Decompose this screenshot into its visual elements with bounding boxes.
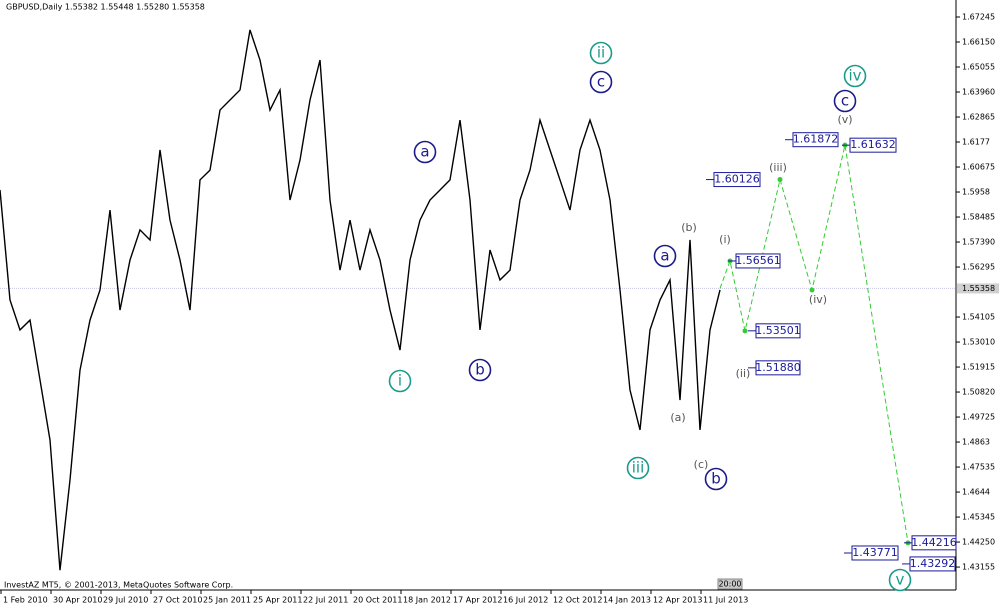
wave-label: c: [597, 73, 605, 91]
wave-label: iii: [632, 459, 645, 477]
forecast-point: [809, 287, 815, 293]
x-tick-label: 11 Jul 2013: [703, 596, 748, 605]
y-tick-label: 1.49725: [962, 413, 995, 422]
x-tick-label: 16 Jul 2012: [503, 596, 548, 605]
x-tick-label: 12 Oct 2012: [553, 596, 602, 605]
sub-wave-label: (iii): [769, 161, 787, 174]
price-label-box: [755, 323, 801, 339]
y-tick-label: 1.43155: [962, 563, 995, 572]
y-tick-label: 1.62865: [962, 113, 995, 122]
x-tick-label: 18 Jan 2012: [403, 596, 451, 605]
price-label-box: [909, 556, 956, 572]
y-tick-label: 1.58485: [962, 213, 995, 222]
sub-wave-label: (c): [694, 458, 709, 471]
y-tick-label: 1.45345: [962, 513, 995, 522]
wave-label: a: [660, 247, 669, 265]
x-tick-label: 12 Apr 2013: [653, 596, 702, 605]
x-tick-label: 29 Jul 2010: [103, 596, 148, 605]
y-tick-label: 1.4644: [962, 488, 990, 497]
current-price-box: [957, 283, 999, 294]
wave-label: v: [896, 571, 905, 589]
wave-circle: [833, 89, 857, 113]
chart-header: GBPUSD,Daily 1.55382 1.55448 1.55280 1.5…: [6, 3, 205, 12]
current-price-label: 1.55358: [962, 284, 995, 293]
wave-circle: [413, 140, 437, 164]
price-label-box: [713, 172, 761, 188]
wave-label: b: [711, 470, 721, 488]
time-box: [717, 578, 743, 590]
x-tick-label: 22 Jul 2011: [303, 596, 348, 605]
price-line: [0, 29, 721, 571]
wave-circle: [589, 70, 613, 94]
y-tick-label: 1.67245: [962, 13, 995, 22]
sub-wave-label: (i): [719, 233, 731, 246]
y-tick-label: 1.53010: [962, 338, 995, 347]
wave-label: iv: [848, 67, 861, 85]
y-tick-label: 1.51915: [962, 363, 995, 372]
price-label: 1.44216: [911, 536, 957, 549]
wave-label: i: [398, 372, 402, 390]
y-tick-label: 1.54105: [962, 313, 995, 322]
x-tick-label: 14 Jan 2013: [603, 596, 651, 605]
time-label: 20:00: [718, 580, 741, 589]
y-tick-label: 1.60675: [962, 163, 995, 172]
wave-circle: [888, 568, 912, 592]
wave-circle: [626, 456, 650, 480]
price-label: 1.53501: [755, 324, 801, 337]
y-tick-label: 1.50820: [962, 388, 995, 397]
sub-wave-label: (b): [681, 221, 697, 234]
price-label-box: [755, 360, 801, 376]
forecast-point: [742, 328, 748, 334]
price-label-box: [735, 253, 781, 269]
price-label: 1.43292: [910, 557, 956, 570]
y-tick-label: 1.5958: [962, 188, 990, 197]
copyright: InvestAZ MT5, © 2001-2013, MetaQuotes So…: [4, 581, 233, 590]
wave-label: b: [475, 361, 485, 379]
x-tick-label: 30 Apr 2010: [53, 596, 102, 605]
price-label: 1.43771: [852, 546, 898, 559]
x-tick-label: 27 Oct 2010: [153, 596, 202, 605]
forecast-point: [777, 177, 783, 183]
x-tick-label: 20 Oct 2011: [353, 596, 402, 605]
wave-circle: [653, 244, 677, 268]
y-tick-label: 1.56295: [962, 263, 995, 272]
y-tick-label: 1.47535: [962, 463, 995, 472]
x-tick-label: 1 Feb 2010: [3, 596, 48, 605]
price-label: 1.60126: [714, 173, 760, 186]
y-tick-label: 1.4863: [962, 438, 990, 447]
y-tick-label: 1.66150: [962, 38, 995, 47]
wave-circle: [589, 41, 613, 65]
wave-label: a: [420, 143, 429, 161]
x-tick-label: 25 Jan 2011: [203, 596, 251, 605]
price-label-box: [851, 545, 899, 561]
price-label-box: [911, 535, 957, 551]
y-tick-label: 1.65055: [962, 63, 995, 72]
wave-circle: [843, 64, 867, 88]
sub-wave-label: (ii): [736, 367, 751, 380]
sub-wave-label: (iv): [809, 293, 827, 306]
price-label: 1.56561: [735, 254, 781, 267]
sub-wave-label: (a): [670, 411, 685, 424]
y-tick-label: 1.57390: [962, 238, 995, 247]
price-label-box: [849, 137, 897, 153]
price-label: 1.51880: [755, 361, 801, 374]
y-tick-label: 1.63960: [962, 88, 995, 97]
sub-wave-label: (v): [837, 113, 852, 126]
wave-label: c: [841, 92, 849, 110]
price-label-box: [792, 132, 839, 148]
wave-circle: [468, 358, 492, 382]
y-tick-label: 1.6177: [962, 138, 990, 147]
x-tick-label: 25 Apr 2011: [253, 596, 302, 605]
price-label: 1.61632: [850, 138, 896, 151]
wave-circle: [388, 369, 412, 393]
price-label: 1.61872: [793, 133, 839, 146]
y-tick-label: 1.44250: [962, 538, 995, 547]
wave-label: ii: [597, 44, 605, 62]
x-tick-label: 17 Apr 2012: [453, 596, 502, 605]
wave-circle: [704, 467, 728, 491]
